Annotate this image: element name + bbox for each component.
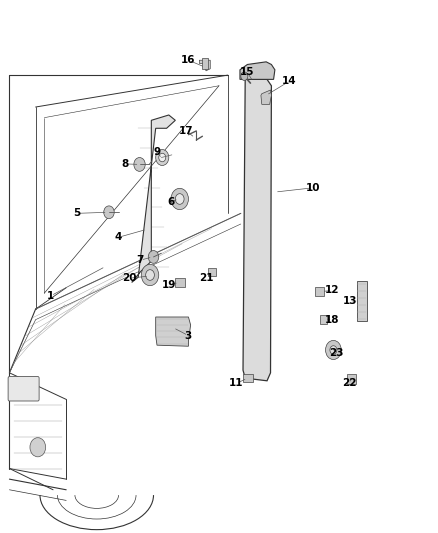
Circle shape <box>104 206 114 219</box>
Circle shape <box>30 438 46 457</box>
Circle shape <box>330 346 337 354</box>
Bar <box>314 287 324 296</box>
Text: 13: 13 <box>343 296 357 306</box>
Text: 6: 6 <box>167 197 175 207</box>
Text: 17: 17 <box>179 126 194 136</box>
Text: 12: 12 <box>325 286 340 295</box>
FancyBboxPatch shape <box>8 376 39 401</box>
Circle shape <box>175 193 184 204</box>
Bar <box>202 58 208 69</box>
Text: 18: 18 <box>325 314 340 325</box>
Circle shape <box>325 341 341 360</box>
Text: 15: 15 <box>240 68 254 77</box>
Polygon shape <box>132 115 175 282</box>
Text: 16: 16 <box>181 55 196 65</box>
Polygon shape <box>240 62 275 79</box>
Circle shape <box>171 188 188 209</box>
Text: 14: 14 <box>282 77 296 86</box>
Text: 3: 3 <box>185 330 192 341</box>
Text: 20: 20 <box>122 273 137 283</box>
Polygon shape <box>155 317 191 346</box>
Text: 7: 7 <box>137 255 144 265</box>
Circle shape <box>241 72 248 80</box>
Text: 4: 4 <box>115 232 122 243</box>
Text: 1: 1 <box>47 290 54 301</box>
Circle shape <box>134 158 145 171</box>
Text: 11: 11 <box>229 378 244 389</box>
Text: 22: 22 <box>342 378 357 389</box>
Circle shape <box>155 150 169 165</box>
Text: 9: 9 <box>153 147 161 157</box>
Polygon shape <box>261 90 272 104</box>
Polygon shape <box>199 60 210 71</box>
Text: 23: 23 <box>329 348 343 358</box>
Circle shape <box>146 270 154 280</box>
Text: 19: 19 <box>162 280 176 290</box>
Bar <box>208 268 216 276</box>
Text: 21: 21 <box>200 273 214 283</box>
Polygon shape <box>357 281 367 321</box>
Text: 10: 10 <box>306 183 320 193</box>
Text: 5: 5 <box>74 208 81 219</box>
Bar <box>244 374 253 382</box>
Polygon shape <box>243 79 272 381</box>
Bar <box>347 374 356 384</box>
Circle shape <box>148 251 159 263</box>
Circle shape <box>141 264 159 286</box>
Bar <box>320 315 327 325</box>
Text: 8: 8 <box>121 159 129 169</box>
Bar <box>175 278 184 287</box>
Circle shape <box>159 154 166 162</box>
